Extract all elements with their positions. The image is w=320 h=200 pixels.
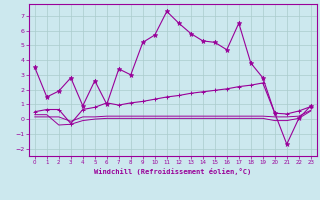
X-axis label: Windchill (Refroidissement éolien,°C): Windchill (Refroidissement éolien,°C) (94, 168, 252, 175)
